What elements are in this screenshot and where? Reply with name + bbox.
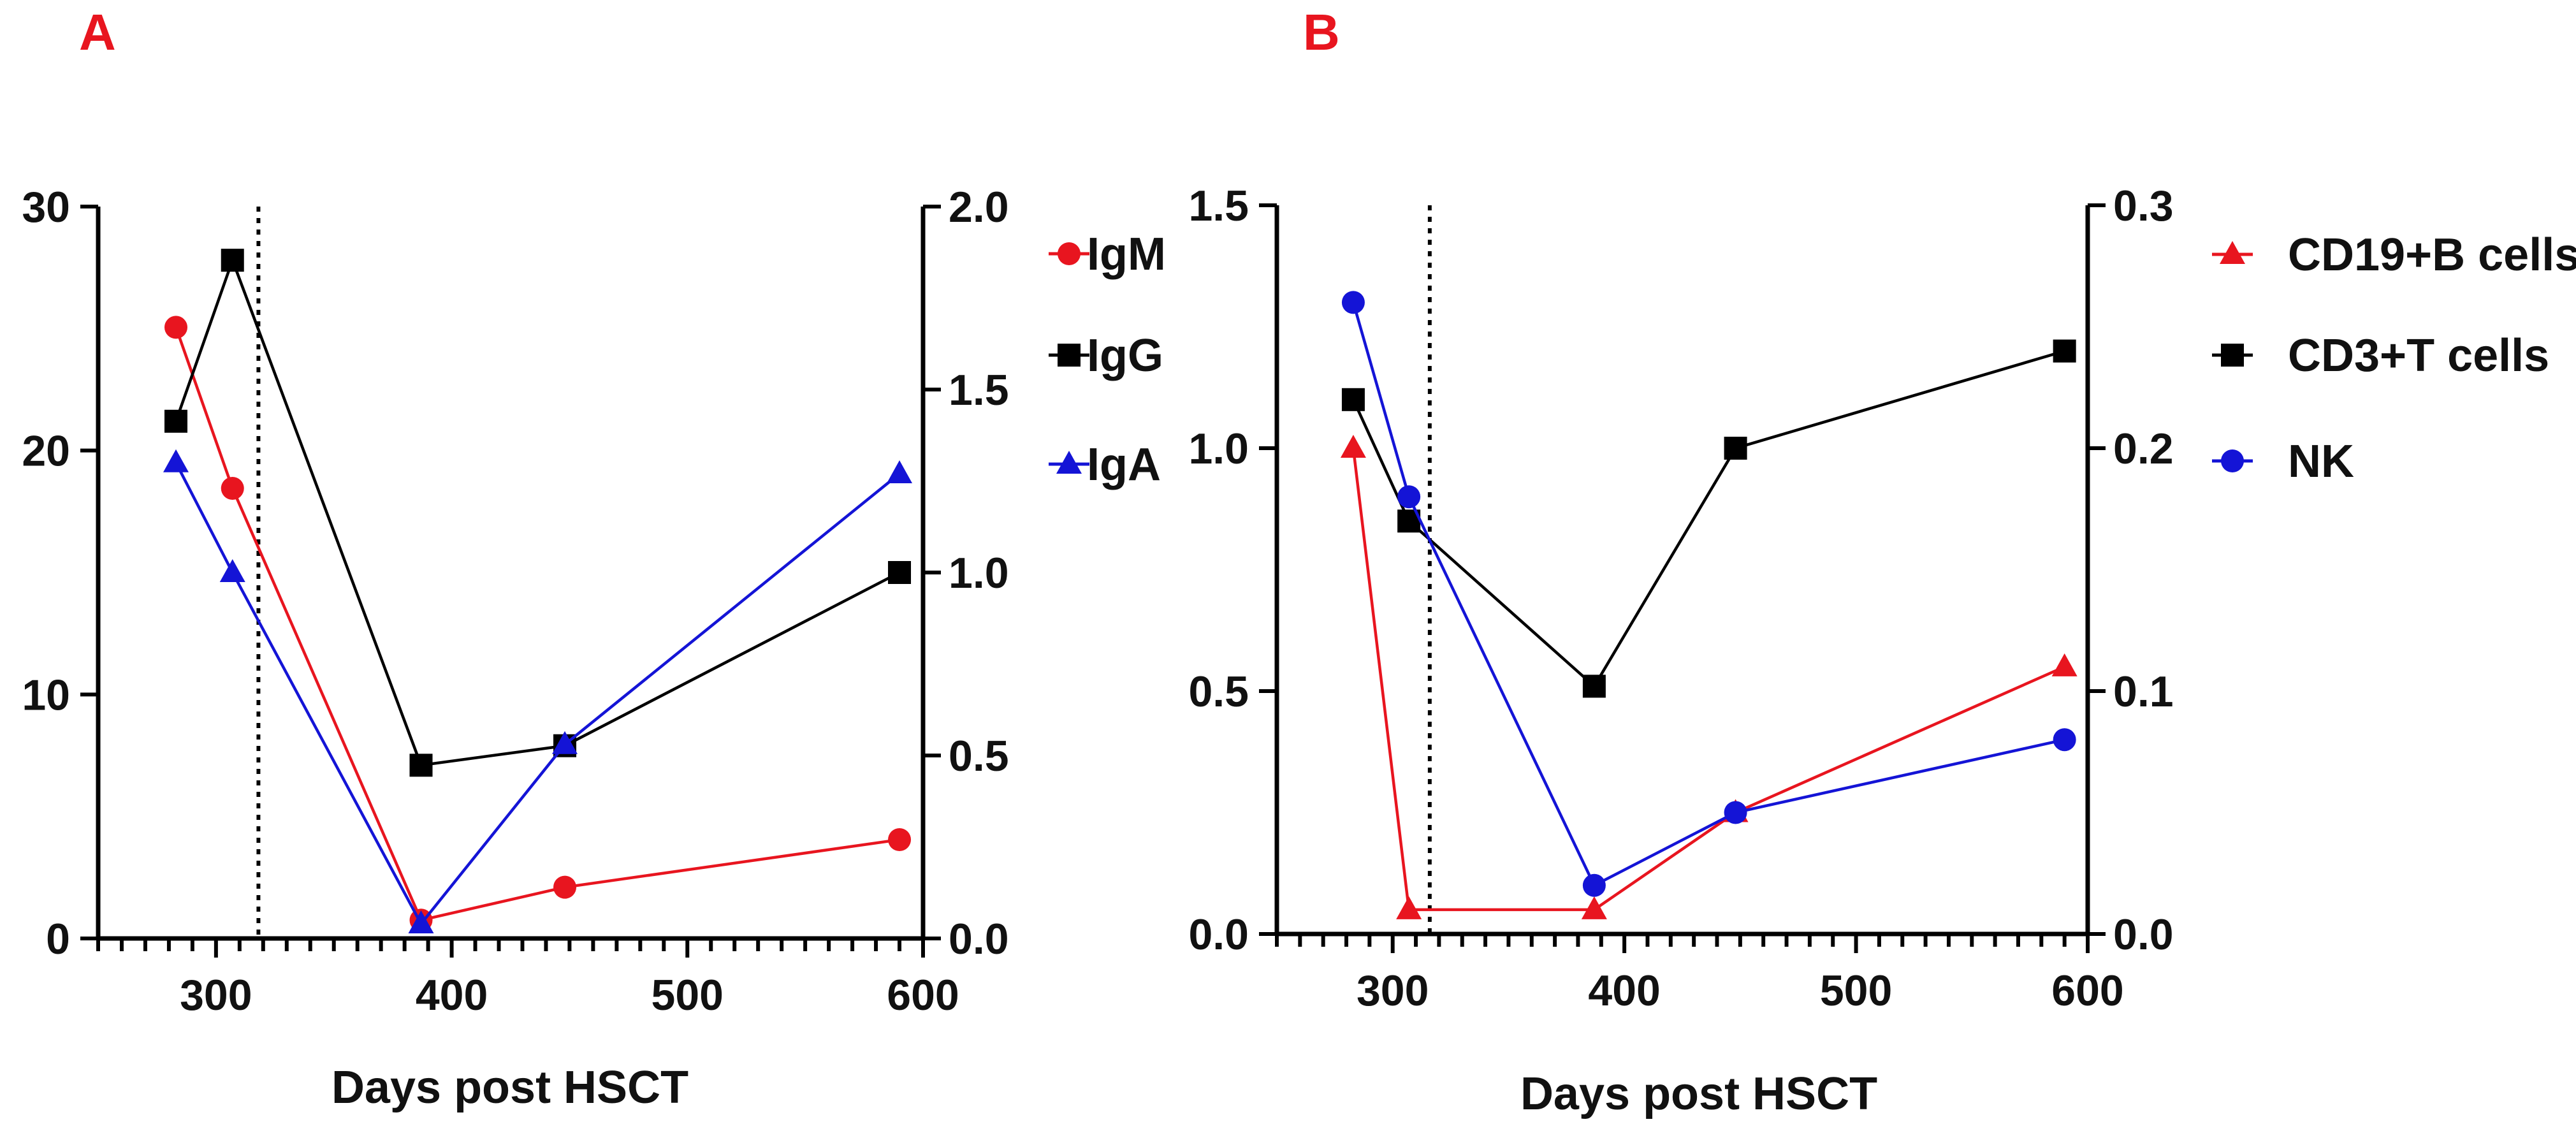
panel-b-legend-cd3-t-cells-label: CD3+T cells	[2288, 330, 2549, 381]
panel-b-nk-point	[1341, 291, 1365, 314]
panel-b: B 300 400 500 600 0.0 0.5 1.0 1.5 0.0 0.1 0.2 0.3 Da…	[1188, 4, 2576, 1120]
panel-b-legend-cd3-t-cells-marker	[2221, 344, 2244, 367]
panel-b-x-tick-label: 400	[1588, 967, 1660, 1015]
panel-a-igg-point	[888, 561, 912, 584]
panel-a-iga-point	[163, 449, 189, 472]
panel-a-right-tick-label: 0.5	[949, 732, 1009, 780]
panel-b-x-tick-label: 600	[2051, 967, 2123, 1015]
panel-b-left-tick-label: 0.0	[1188, 910, 1249, 959]
panel-b-cd19-b-cells-line	[1351, 448, 2065, 912]
panel-a-x-tick-label: 600	[887, 971, 959, 1019]
panel-b-right-tick-label: 0.2	[2113, 425, 2174, 473]
panel-b-right-tick-label: 0.1	[2113, 667, 2174, 716]
panel-a-legend-igm-marker	[1058, 242, 1081, 265]
panel-b-nk-point	[1397, 485, 1421, 509]
panel-a-igg-point	[409, 754, 433, 777]
panel-b-cd19-b-cells-point	[1581, 896, 1607, 919]
panel-a-igm-point	[888, 828, 912, 852]
panel-a-right-tick-label: 1.5	[949, 366, 1009, 414]
panel-b-left-tick-label: 1.0	[1188, 425, 1249, 473]
panel-a-iga-point	[219, 559, 245, 582]
panel-b-nk-point	[1582, 873, 1606, 897]
panel-b-x-tick-label: 500	[1820, 967, 1892, 1015]
panel-a-left-tick-label: 0	[46, 915, 70, 963]
panel-a-left-tick-label: 10	[22, 671, 70, 719]
panel-b-cd3-t-cells-point	[1341, 388, 1365, 411]
panel-a-legend-igg-label: IgG	[1087, 330, 1163, 381]
panel-a-igm-point	[164, 316, 188, 339]
panel-b-label: B	[1303, 4, 1340, 61]
panel-b-cd3-t-cells-point	[1724, 437, 1747, 460]
panel-a-igg-point	[164, 409, 188, 433]
panel-b-legend-cd19-b-cells-label: CD19+B cells	[2288, 230, 2576, 281]
panel-b-left-tick-label: 0.5	[1188, 667, 1249, 716]
panel-b-x-axis-title: Days post HSCT	[1520, 1069, 1877, 1120]
panel-a-x-axis-title: Days post HSCT	[331, 1062, 688, 1113]
panel-b-nk-line	[1351, 302, 2065, 887]
panel-a-iga-point	[887, 460, 913, 484]
panel-b-nk-point	[1724, 801, 1747, 824]
panel-b-x-tick-label: 300	[1357, 967, 1429, 1015]
panel-a-x-tick-label: 300	[180, 971, 252, 1019]
panel-a-igm-point	[553, 875, 577, 899]
panel-a-right-tick-label: 1.0	[949, 549, 1009, 597]
panel-b-right-tick-label: 0.3	[2113, 182, 2174, 230]
panel-a-igm-line	[174, 326, 900, 922]
panel-a-label: A	[79, 4, 116, 61]
panel-a-right-tick-label: 2.0	[949, 183, 1009, 231]
panel-b-cd19-b-cells-point	[1340, 435, 1366, 458]
panel-b-legend-nk-marker	[2221, 449, 2244, 472]
panel-a-legend-iga-label: IgA	[1087, 439, 1161, 490]
panel-a: A 300 400 500 600 0 10 20 30 0.0 0.5 1.0 1.5 2.0 Days…	[22, 4, 1166, 1113]
panel-b-cd3-t-cells-line	[1351, 349, 2065, 689]
panel-a-left-tick-label: 20	[22, 427, 70, 476]
panel-a-right-tick-label: 0.0	[949, 915, 1009, 963]
panel-b-cd19-b-cells-point	[1396, 896, 1422, 919]
panel-a-legend-igm-label: IgM	[1087, 229, 1166, 280]
panel-a-legend-iga-marker	[1056, 451, 1082, 474]
panel-b-cd3-t-cells-point	[1582, 675, 1606, 698]
panel-b-right-tick-label: 0.0	[2113, 910, 2174, 959]
panel-a-iga-point	[408, 910, 434, 934]
panel-b-legend-nk-label: NK	[2288, 436, 2354, 487]
panel-a-left-tick-label: 30	[22, 183, 70, 231]
panel-a-igm-point	[221, 476, 244, 500]
panel-a-igg-line	[174, 256, 901, 767]
panel-a-legend-igg-marker	[1058, 344, 1081, 367]
panel-b-legend-cd19-b-cells-marker	[2220, 241, 2245, 264]
panel-b-left-tick-label: 1.5	[1188, 182, 1249, 230]
panel-a-igg-point	[221, 249, 244, 272]
panel-b-cd3-t-cells-point	[2053, 339, 2076, 363]
panel-b-cd19-b-cells-point	[2051, 653, 2078, 676]
panel-a-x-tick-label: 400	[416, 971, 488, 1019]
panel-a-iga-point	[552, 731, 578, 754]
panel-a-x-tick-label: 500	[651, 971, 724, 1019]
panel-b-nk-point	[2053, 728, 2076, 752]
